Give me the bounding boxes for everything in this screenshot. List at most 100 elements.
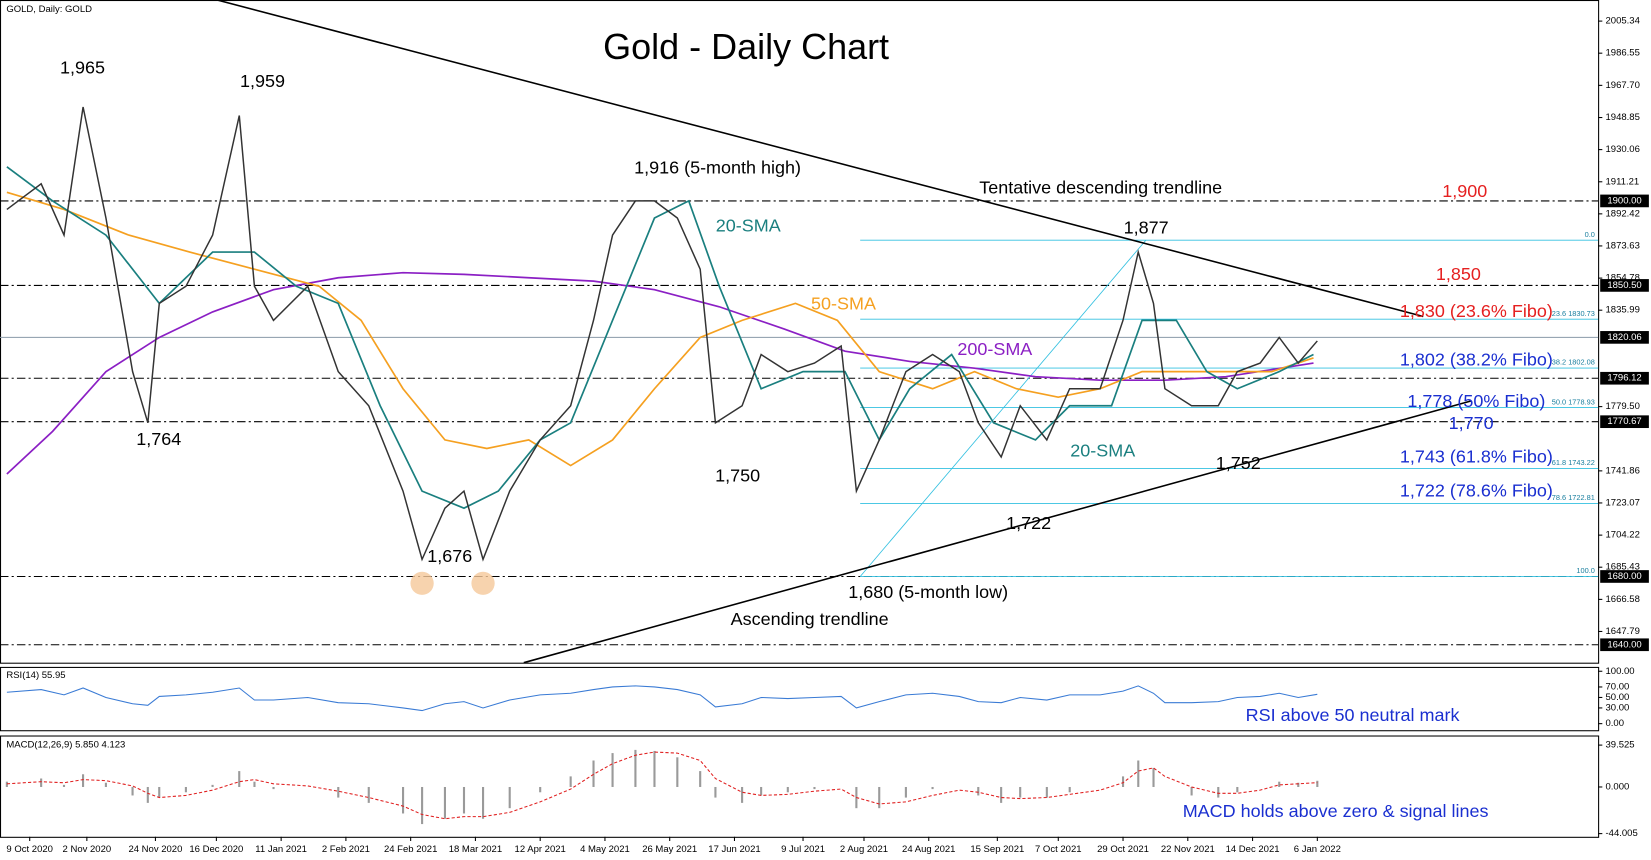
fibo-label: 78.6 1722.81 <box>1552 493 1595 502</box>
price-flag <box>1600 331 1649 344</box>
trendline <box>523 400 1472 664</box>
annotation: 1,850 <box>1436 264 1481 284</box>
price-flag <box>1600 638 1649 652</box>
annotation: 1,965 <box>60 57 105 77</box>
y-tick-label: 1854.78 <box>1605 273 1639 284</box>
fibo-label: 61.8 1743.22 <box>1552 458 1595 467</box>
y-tick-label: 1873.63 <box>1605 240 1639 251</box>
annotation: 1,830 (23.6% Fibo) <box>1400 301 1553 321</box>
annotation: 1,680 (5-month low) <box>848 582 1008 602</box>
y-tick-label: 1967.70 <box>1605 80 1639 91</box>
x-tick-label: 26 May 2021 <box>642 844 697 855</box>
annotation: 1,778 (50% Fibo) <box>1407 391 1545 411</box>
annotation: 1,750 <box>715 466 760 486</box>
price-flag <box>1600 371 1649 385</box>
y-tick-label: 1986.55 <box>1605 48 1639 59</box>
fibo-label: 23.6 1830.73 <box>1552 309 1595 318</box>
y-tick-label: 1704.22 <box>1605 530 1639 541</box>
chart-title: Gold - Daily Chart <box>603 26 889 67</box>
price-flag-label: 1770.67 <box>1607 416 1641 427</box>
x-tick-label: 12 Apr 2021 <box>515 844 566 855</box>
x-tick-label: 24 Feb 2021 <box>384 844 437 855</box>
price-flag <box>1600 194 1649 208</box>
macd-title: MACD(12,26,9) 5.850 4.123 <box>6 740 125 751</box>
x-tick-label: 4 May 2021 <box>580 844 630 855</box>
x-tick-label: 22 Nov 2021 <box>1161 844 1215 855</box>
x-tick-label: 11 Jan 2021 <box>255 844 307 855</box>
price-flag-label: 1850.50 <box>1607 280 1641 291</box>
annotation: Ascending trendline <box>731 609 889 629</box>
rsi-annotation: RSI above 50 neutral mark <box>1246 705 1460 725</box>
x-tick-label: 6 Jan 2022 <box>1294 844 1341 855</box>
annotation: 1,900 <box>1442 181 1487 201</box>
trendline <box>216 0 1424 318</box>
y-tick-label: 1685.43 <box>1605 562 1639 573</box>
annotation: 1,676 <box>427 546 472 566</box>
sma-line <box>6 191 1314 467</box>
sma-line <box>6 271 1314 475</box>
price-flag-label: 1900.00 <box>1607 195 1641 206</box>
price-flag-label: 1680.00 <box>1607 571 1641 582</box>
y-tick-label: 1666.58 <box>1605 594 1639 605</box>
y-tick-label: 70.00 <box>1605 681 1629 692</box>
main-panel <box>0 0 1600 664</box>
fibo-label: 100.0 <box>1576 566 1594 575</box>
y-tick-label: 0.00 <box>1605 718 1624 729</box>
y-tick-label: 1723.07 <box>1605 497 1639 508</box>
rsi-line <box>6 685 1318 712</box>
y-tick-label: -44.005 <box>1605 828 1637 839</box>
x-tick-label: 17 Jun 2021 <box>708 844 760 855</box>
y-tick-label: 0.000 <box>1605 782 1629 793</box>
annotation: 1,916 (5-month high) <box>634 158 801 178</box>
x-tick-label: 2 Feb 2021 <box>322 844 370 855</box>
macd-annotation: MACD holds above zero & signal lines <box>1183 801 1489 821</box>
y-tick-label: 39.525 <box>1605 740 1634 751</box>
low-highlight <box>410 571 434 595</box>
price-flag <box>1600 570 1649 583</box>
y-tick-label: 1647.79 <box>1605 626 1639 637</box>
rsi-panel <box>0 666 1600 732</box>
price-flag <box>1600 279 1649 292</box>
x-tick-label: 29 Oct 2021 <box>1097 844 1149 855</box>
annotation: 1,752 <box>1216 453 1261 473</box>
fibo-label: 38.2 1802.08 <box>1552 358 1595 367</box>
y-tick-label: 2005.34 <box>1605 16 1639 27</box>
x-tick-label: 15 Sep 2021 <box>970 844 1024 855</box>
rsi-title: RSI(14) 55.95 <box>6 670 65 681</box>
x-tick-label: 16 Dec 2020 <box>189 844 243 855</box>
fibo-diagonal <box>859 239 1147 577</box>
x-tick-label: 2 Aug 2021 <box>840 844 888 855</box>
annotation: 50-SMA <box>811 294 876 314</box>
y-tick-label: 1892.42 <box>1605 208 1639 219</box>
fibo-label: 50.0 1778.93 <box>1552 397 1595 406</box>
y-tick-label: 1835.99 <box>1605 305 1639 316</box>
fibo-label: 0.0 <box>1585 230 1595 239</box>
y-tick-label: 1779.50 <box>1605 401 1639 412</box>
price-flag-label: 1796.12 <box>1607 373 1641 384</box>
x-tick-label: 18 Mar 2021 <box>449 844 502 855</box>
price-line <box>6 106 1318 562</box>
macd-signal <box>6 751 1318 820</box>
y-tick-label: 1930.06 <box>1605 144 1639 155</box>
annotation: 1,802 (38.2% Fibo) <box>1400 350 1553 370</box>
price-flag-label: 1820.06 <box>1607 332 1641 343</box>
price-flag-label: 1640.00 <box>1607 639 1641 650</box>
annotation: 1,722 <box>1006 513 1051 533</box>
annotation: 1,743 (61.8% Fibo) <box>1400 447 1553 467</box>
x-tick-label: 9 Jul 2021 <box>781 844 825 855</box>
x-tick-label: 14 Dec 2021 <box>1226 844 1280 855</box>
annotation: 1,770 <box>1449 413 1494 433</box>
annotation: Tentative descending trendline <box>979 178 1222 198</box>
y-tick-label: 1911.21 <box>1605 176 1639 187</box>
annotation: 20-SMA <box>1070 440 1135 460</box>
y-tick-label: 100.00 <box>1605 666 1634 677</box>
x-tick-label: 24 Aug 2021 <box>902 844 955 855</box>
low-highlight <box>471 571 495 595</box>
price-flag <box>1600 415 1649 429</box>
y-tick-label: 50.00 <box>1605 692 1629 703</box>
x-tick-label: 9 Oct 2020 <box>6 844 53 855</box>
sma-line <box>6 166 1314 510</box>
annotation: 20-SMA <box>716 216 781 236</box>
